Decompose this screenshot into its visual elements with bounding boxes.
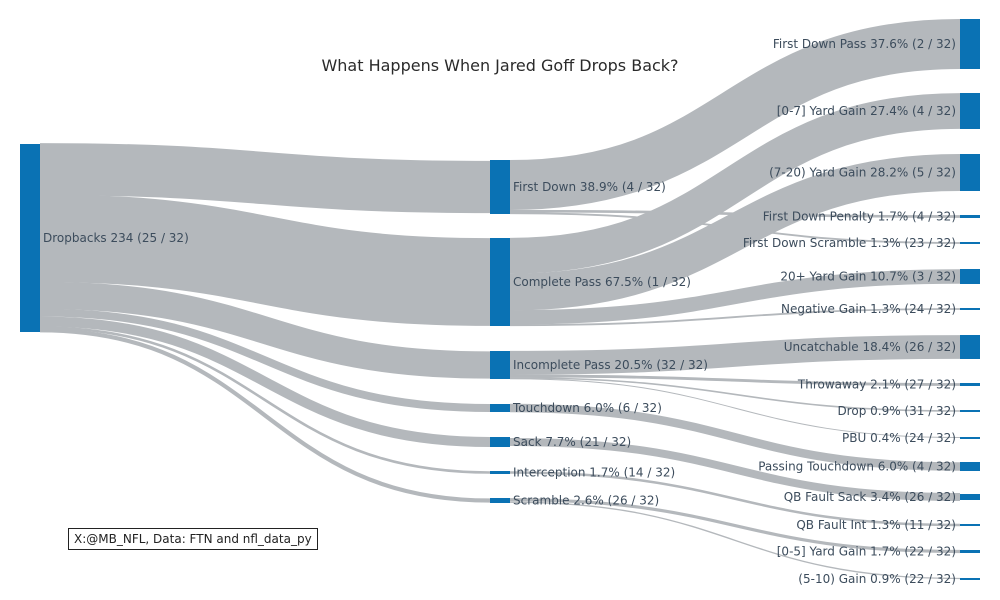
node-uncatchable [960,335,980,359]
link-incomplete-pbu [509,378,961,438]
node-pbu [960,437,980,439]
node-label-fd_pass: First Down Pass 37.6% (2 / 32) [773,37,956,51]
node-label-gain_7_20: (7-20) Yard Gain 28.2% (5 / 32) [769,166,956,180]
node-label-pass_td: Passing Touchdown 6.0% (4 / 32) [758,460,956,474]
node-qb_int [960,524,980,526]
sankey-labels: Dropbacks 234 (25 / 32) First Down 38.9% … [43,37,956,586]
node-touchdown [490,404,510,412]
link-scramble-gain_5_10 [509,501,961,580]
node-label-throwaway: Throwaway 2.1% (27 / 32) [797,378,956,392]
node-gain_0_7 [960,93,980,129]
node-label-gain_5_10: (5-10) Gain 0.9% (22 / 32) [798,572,956,586]
node-pass_td [960,462,980,471]
node-label-gain_0_5: [0-5] Yard Gain 1.7% (22 / 32) [777,545,956,559]
node-label-touchdown: Touchdown 6.0% (6 / 32) [512,401,662,415]
node-label-fd_scramble: First Down Scramble 1.3% (23 / 32) [743,236,956,250]
node-throwaway [960,383,980,386]
node-interception [490,471,510,474]
link-complete-gain_0_7 [509,93,961,274]
link-complete-gain_7_20 [509,154,961,311]
node-incomplete [490,351,510,379]
node-gain_20 [960,269,980,284]
link-touchdown-pass_td [509,403,961,471]
link-complete-gain_20 [509,269,961,325]
credit-box: X:@MB_NFL, Data: FTN and nfl_data_py [68,528,318,550]
link-dropbacks-incomplete [39,281,491,379]
link-complete-neg_gain [509,308,961,327]
node-fd_scramble [960,242,980,244]
node-neg_gain [960,308,980,310]
node-label-sack: Sack 7.7% (21 / 32) [513,435,631,449]
node-label-uncatchable: Uncatchable 18.4% (26 / 32) [784,340,956,354]
link-first_down-fd_pass [509,18,961,211]
node-dropbacks [20,144,40,332]
sankey-links [39,18,961,580]
node-label-interception: Interception 1.7% (14 / 32) [513,466,675,480]
link-sack-qb_sack [509,438,961,501]
node-sack [490,437,510,447]
node-scramble [490,498,510,503]
node-label-first_down: First Down 38.9% (4 / 32) [513,180,666,194]
node-label-incomplete: Incomplete Pass 20.5% (32 / 32) [513,358,708,372]
node-drop [960,410,980,412]
node-fd_penalty [960,215,980,218]
node-label-neg_gain: Negative Gain 1.3% (24 / 32) [781,302,956,316]
link-incomplete-throwaway [509,374,961,386]
link-incomplete-uncatchable [509,335,961,375]
node-label-complete: Complete Pass 67.5% (1 / 32) [513,275,691,289]
sankey-nodes [20,19,980,580]
link-dropbacks-complete [39,194,491,326]
node-gain_7_20 [960,154,980,191]
node-complete [490,238,510,326]
node-label-gain_20: 20+ Yard Gain 10.7% (3 / 32) [780,270,956,284]
link-dropbacks-touchdown [39,308,491,412]
node-label-scramble: Scramble 2.6% (26 / 32) [513,494,659,508]
link-incomplete-drop [509,377,961,412]
link-dropbacks-scramble [39,328,491,503]
link-scramble-gain_0_5 [509,498,961,554]
node-label-gain_0_7: [0-7] Yard Gain 27.4% (4 / 32) [777,104,956,118]
link-dropbacks-first_down [39,143,491,214]
node-label-fd_penalty: First Down Penalty 1.7% (4 / 32) [763,210,956,224]
node-label-qb_sack: QB Fault Sack 3.4% (26 / 32) [784,490,956,504]
node-gain_5_10 [960,578,980,580]
node-qb_sack [960,494,980,500]
link-dropbacks-interception [39,326,491,474]
node-gain_0_5 [960,550,980,553]
link-interception-qb_int [509,471,961,527]
node-fd_pass [960,19,980,69]
node-label-pbu: PBU 0.4% (24 / 32) [842,431,956,445]
node-first_down [490,160,510,214]
chart-title: What Happens When Jared Goff Drops Back? [321,56,678,75]
node-label-drop: Drop 0.9% (31 / 32) [837,404,956,418]
link-dropbacks-sack [39,316,491,447]
node-label-dropbacks: Dropbacks 234 (25 / 32) [43,231,189,245]
node-label-qb_int: QB Fault Int 1.3% (11 / 32) [796,518,956,532]
